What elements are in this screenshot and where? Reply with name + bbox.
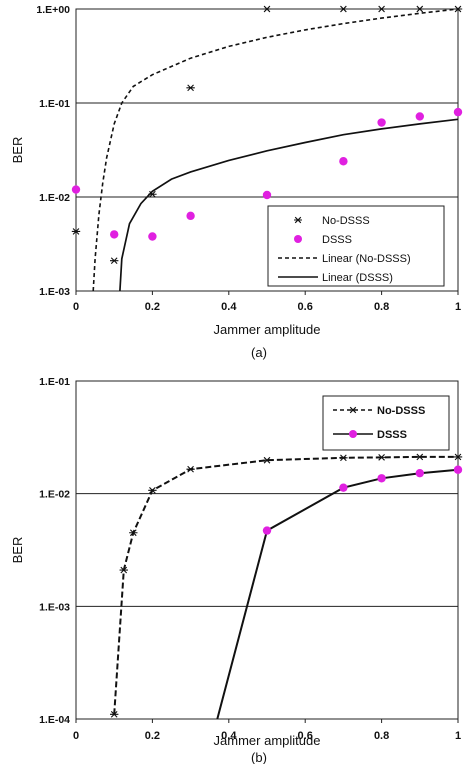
data-point	[415, 453, 424, 461]
legend-label: Linear (No-DSSS)	[322, 253, 411, 265]
data-point	[415, 468, 424, 478]
data-point	[129, 529, 138, 537]
series-line	[119, 118, 458, 291]
legend-key	[294, 235, 302, 243]
x-tick-label: 0.4	[221, 301, 237, 313]
x-axis-label: Jammer amplitude	[214, 733, 321, 748]
series-linear-no-dsss	[92, 8, 458, 291]
plot-area	[75, 380, 459, 720]
x-tick-label: 1	[455, 301, 461, 313]
data-point	[453, 465, 463, 474]
x-tick-label: 0.6	[298, 730, 313, 742]
data-point	[377, 474, 386, 483]
data-point	[110, 230, 119, 239]
x-tick-label: 0.4	[221, 730, 237, 742]
panel-caption: (a)	[251, 345, 267, 360]
y-tick-label: 1.E-01	[39, 98, 70, 110]
data-point	[262, 456, 272, 464]
data-point	[262, 190, 272, 200]
legend-label: No-DSSS	[377, 405, 425, 417]
x-tick-label: 0.2	[145, 301, 160, 313]
y-tick-label: 1.E-02	[39, 489, 70, 501]
data-point	[339, 157, 348, 166]
data-point	[377, 5, 386, 13]
y-tick-label: 1.E-02	[39, 192, 70, 204]
legend-label: DSSS	[377, 429, 407, 441]
x-tick-label: 1	[455, 730, 461, 742]
x-tick-label: 0	[73, 301, 79, 313]
data-point	[415, 5, 424, 13]
data-point	[415, 112, 424, 121]
data-point	[71, 228, 81, 235]
data-point	[377, 454, 386, 461]
data-point	[186, 84, 195, 92]
series-line	[113, 455, 458, 715]
data-point	[339, 483, 348, 492]
series-dsss	[216, 465, 463, 719]
legend-label: No-DSSS	[322, 215, 370, 227]
chart-panel-b: 1.E-04 1.E-03 1.E-02 1.E-01 0 0.2 0.4 0.6 0.8 1 Ja…	[10, 376, 463, 765]
x-tick-label: 0.6	[298, 301, 313, 313]
data-point	[339, 5, 348, 13]
data-point	[339, 454, 348, 462]
data-point	[262, 526, 272, 535]
legend-key	[294, 216, 302, 224]
chart-panel-a: 1.E-03 1.E-02 1.E-01 1.E+00 0 0.2 0.4 0.6 0.8 1 Ja…	[10, 4, 463, 360]
y-tick-label: 1.E-01	[39, 376, 70, 388]
data-point	[262, 5, 272, 13]
legend-marker	[349, 406, 357, 414]
data-point	[119, 566, 128, 574]
y-tick-label: 1.E-03	[39, 601, 70, 613]
data-point	[377, 118, 386, 127]
series-linear-dsss	[119, 118, 458, 291]
x-tick-label: 0.2	[145, 730, 160, 742]
y-tick-label: 1.E-04	[39, 714, 70, 726]
data-point	[148, 232, 157, 241]
legend-label: DSSS	[322, 234, 352, 246]
data-point	[453, 107, 463, 117]
data-point	[453, 453, 463, 461]
legend: No-DSSS DSSS Linear (No-DSSS) Linear (DSSS)	[267, 205, 445, 287]
legend-label: Linear (DSSS)	[322, 272, 393, 284]
legend-marker	[349, 430, 357, 438]
data-point	[186, 465, 195, 473]
legend-marker	[294, 235, 302, 243]
data-point	[71, 185, 81, 194]
y-axis-label: BER	[10, 137, 25, 164]
series-dsss	[71, 107, 463, 241]
x-axis-label: Jammer amplitude	[214, 322, 321, 337]
legend-marker	[294, 216, 302, 224]
x-tick-label: 0	[73, 730, 79, 742]
data-point	[186, 211, 195, 221]
legend-key	[333, 406, 373, 414]
y-axis-label: BER	[10, 537, 25, 564]
panel-caption: (b)	[251, 750, 267, 764]
series-line	[92, 8, 458, 291]
data-point	[110, 711, 119, 718]
data-point	[148, 487, 157, 494]
legend: No-DSSS DSSS	[322, 395, 450, 451]
y-tick-label: 1.E-03	[39, 286, 70, 298]
legend-box	[322, 395, 450, 451]
data-point	[110, 257, 119, 265]
legend-key	[333, 430, 373, 438]
series-no-dsss	[110, 453, 463, 718]
x-tick-label: 0.8	[374, 730, 389, 742]
series-line	[216, 468, 458, 719]
x-tick-label: 0.8	[374, 301, 389, 313]
y-tick-label: 1.E+00	[36, 4, 70, 16]
